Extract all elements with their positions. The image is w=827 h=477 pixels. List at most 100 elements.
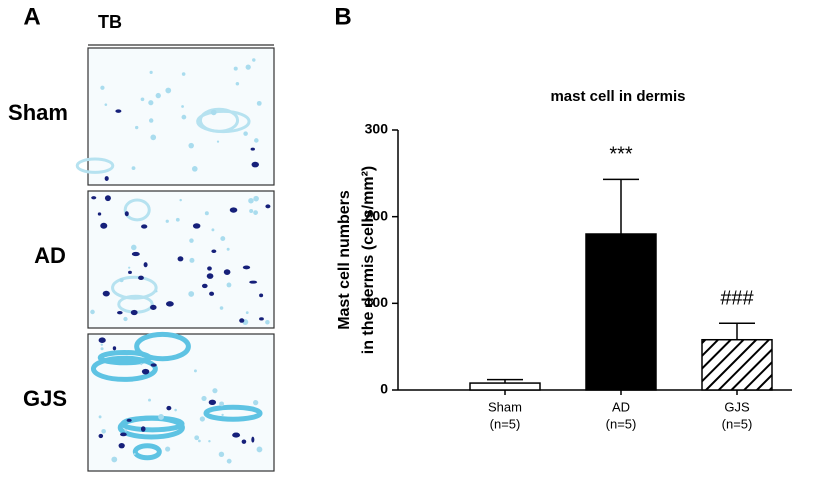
tissue — [188, 291, 195, 297]
mast-cell — [265, 204, 271, 209]
tissue — [174, 408, 177, 412]
row-label: Sham — [8, 100, 68, 125]
mast-cell — [128, 270, 132, 274]
mast-cell — [118, 442, 125, 449]
tissue — [133, 452, 136, 456]
tissue — [119, 278, 124, 283]
tissue — [188, 142, 194, 149]
tissue — [132, 443, 162, 461]
mast-cell — [150, 304, 157, 310]
tissue — [204, 211, 209, 216]
tissue — [203, 404, 263, 422]
tissue — [181, 114, 187, 120]
tissue — [104, 103, 108, 106]
y-tick-label: 300 — [365, 121, 389, 137]
tissue — [256, 446, 263, 453]
mast-cell — [241, 439, 247, 444]
tissue — [155, 290, 158, 293]
tissue — [193, 369, 197, 373]
tissue — [235, 81, 240, 86]
stain-label: TB — [98, 12, 122, 32]
tissue — [245, 64, 251, 70]
tissue — [148, 100, 154, 106]
mast-cell — [120, 432, 127, 437]
tissue — [140, 363, 143, 366]
mast-cell — [211, 249, 217, 254]
mast-cell — [150, 363, 157, 367]
panel-label: B — [334, 3, 351, 30]
tissue — [198, 439, 201, 443]
tissue — [131, 244, 137, 251]
tissue — [201, 395, 207, 402]
mast-cell — [259, 317, 264, 321]
tissue — [243, 131, 248, 136]
mast-cell — [117, 311, 123, 315]
mast-cell — [229, 207, 238, 213]
tissue — [124, 429, 128, 432]
tissue — [111, 275, 158, 300]
mast-cell — [239, 318, 245, 323]
tissue — [97, 350, 152, 366]
tissue — [98, 415, 102, 419]
mast-cell — [126, 418, 132, 422]
tissue — [128, 266, 131, 269]
tissue — [199, 416, 205, 422]
mast-cell — [140, 426, 146, 432]
bar — [469, 382, 541, 391]
tissue — [189, 257, 195, 263]
mast-cell — [131, 251, 140, 257]
tissue — [216, 140, 220, 143]
tissue — [90, 309, 95, 315]
mast-cell — [223, 269, 231, 275]
mast-cell — [165, 301, 174, 307]
micrographs — [75, 47, 275, 472]
tissue — [123, 198, 151, 222]
tissue — [226, 458, 232, 464]
mast-cell — [130, 309, 138, 316]
mast-cell — [251, 436, 255, 443]
tissue — [194, 435, 200, 441]
mast-cell — [115, 109, 122, 113]
mast-cell — [251, 161, 259, 168]
tissue — [233, 66, 238, 71]
sample-size: (n=5) — [606, 416, 637, 431]
y-axis-label: in the dermis (cells/mm²) — [360, 166, 377, 355]
tissue — [123, 316, 128, 322]
mast-cell — [138, 275, 144, 281]
mast-cell — [98, 433, 104, 439]
y-axis-label: Mast cell numbers — [336, 190, 353, 330]
x-tick-label: AD — [612, 399, 630, 414]
tissue — [134, 331, 191, 362]
tissue — [219, 306, 224, 310]
tissue — [249, 209, 254, 214]
tissue — [220, 236, 226, 241]
tissue — [165, 446, 171, 452]
tissue — [90, 355, 158, 382]
tissue — [196, 109, 251, 134]
y-tick-label: 0 — [380, 381, 388, 397]
tissue — [226, 247, 230, 251]
mast-cell — [209, 291, 215, 296]
mast-cell — [259, 293, 264, 298]
tissue — [253, 399, 259, 406]
tissue — [226, 282, 232, 288]
panel-label: A — [23, 3, 40, 30]
tissue — [208, 439, 211, 443]
mast-cell — [242, 265, 251, 270]
tissue — [210, 109, 217, 116]
mast-cell — [124, 211, 129, 217]
tissue — [75, 157, 115, 174]
mast-cell — [97, 212, 102, 216]
tissue — [219, 401, 225, 407]
mast-cell — [104, 195, 111, 202]
tissue — [181, 72, 186, 76]
mast-cell — [143, 262, 148, 268]
significance-label: ### — [720, 288, 754, 310]
row-label: AD — [34, 243, 66, 268]
mast-cell — [192, 223, 201, 229]
bar — [701, 338, 773, 391]
tissue — [100, 85, 105, 90]
tissue — [245, 311, 249, 315]
tissue — [140, 97, 145, 102]
tissue — [181, 105, 184, 108]
